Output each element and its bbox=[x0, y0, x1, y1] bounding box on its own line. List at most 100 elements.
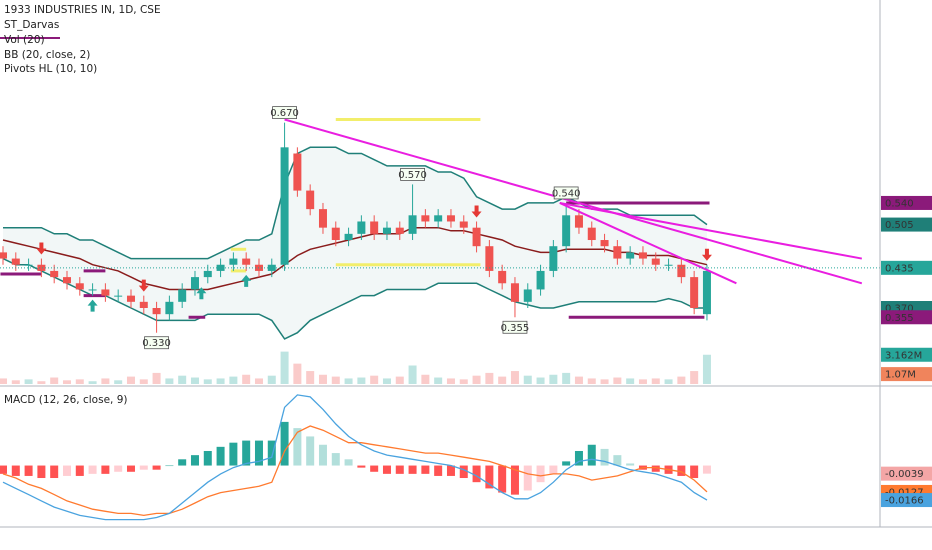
macd-histogram-bar bbox=[536, 465, 545, 483]
volume-bar bbox=[306, 371, 315, 384]
signal-arrow bbox=[138, 279, 149, 292]
macd-histogram-bar bbox=[139, 465, 148, 470]
axis-badge bbox=[881, 493, 932, 508]
candle-body bbox=[600, 240, 609, 247]
band-basis bbox=[2, 226, 708, 291]
macd-histogram-bar bbox=[626, 463, 635, 466]
macd-histogram-bar bbox=[472, 465, 481, 483]
volume-bar bbox=[638, 379, 647, 384]
candle-body bbox=[651, 258, 660, 265]
axis-badge-label: 0.540 bbox=[885, 198, 914, 209]
axis-badge-label: 0.370 bbox=[885, 304, 914, 315]
macd-histogram-bar bbox=[62, 465, 71, 476]
axis-badge-label: 3.162M bbox=[885, 350, 922, 361]
macd-histogram-bar bbox=[293, 428, 302, 466]
volume-bar bbox=[242, 374, 251, 384]
band-line bbox=[2, 257, 707, 340]
macd-histogram-bar bbox=[11, 465, 20, 476]
candle-body bbox=[88, 289, 97, 291]
volume-bar bbox=[408, 365, 417, 384]
macd-histogram-bar bbox=[408, 465, 417, 474]
macd-histogram-bar bbox=[50, 465, 59, 479]
volume-bar bbox=[37, 381, 46, 384]
candle-body bbox=[24, 264, 33, 266]
candle-body bbox=[549, 246, 558, 271]
candle-body bbox=[613, 246, 622, 259]
signal-arrow bbox=[471, 205, 482, 218]
candle-body bbox=[626, 252, 635, 259]
candle-body bbox=[690, 277, 699, 308]
candle-body bbox=[178, 289, 187, 302]
volume-bar bbox=[613, 377, 622, 384]
candle-body bbox=[267, 264, 276, 271]
axis-badge bbox=[881, 347, 932, 362]
volume-bar bbox=[523, 375, 532, 384]
volume-bar bbox=[587, 378, 596, 384]
candle-body bbox=[203, 270, 212, 278]
macd-histogram-bar bbox=[318, 444, 327, 466]
macd-histogram-bar bbox=[101, 465, 110, 474]
volume-bar bbox=[293, 363, 302, 384]
volume-bar bbox=[370, 375, 379, 384]
volume-bar bbox=[139, 379, 148, 384]
macd-histogram-bar bbox=[165, 465, 174, 467]
candle-body bbox=[408, 215, 417, 234]
volume-bar bbox=[434, 377, 443, 384]
pivot-label: 0.670 bbox=[270, 108, 299, 119]
indicator-label: BB (20, close, 2) bbox=[4, 49, 90, 61]
candle-body bbox=[11, 258, 20, 265]
main-layer: 0.670 0.570 0.540 0.330 0.355 bbox=[0, 106, 880, 521]
pivot-box bbox=[502, 320, 528, 334]
macd-line bbox=[2, 394, 708, 521]
volume-bar bbox=[485, 372, 494, 384]
volume-bar bbox=[498, 376, 507, 384]
pivot-label: 0.570 bbox=[398, 170, 427, 181]
candle-body bbox=[306, 190, 315, 210]
volume-bar bbox=[62, 380, 71, 384]
candle-body bbox=[0, 252, 7, 259]
macd-histogram-bar bbox=[0, 465, 7, 474]
volume-bar bbox=[203, 379, 212, 384]
macd-histogram-bar bbox=[702, 465, 711, 474]
volume-bar bbox=[216, 378, 225, 384]
macd-histogram-bar bbox=[126, 465, 135, 472]
macd-histogram-bar bbox=[267, 440, 276, 466]
volume-bar bbox=[536, 377, 545, 384]
volume-bar bbox=[664, 379, 673, 384]
price-axis-bg bbox=[880, 0, 932, 550]
candle-body bbox=[677, 264, 686, 278]
volume-bar bbox=[382, 378, 391, 384]
volume-bar bbox=[318, 374, 327, 384]
volume-bar bbox=[75, 379, 84, 384]
macd-title: MACD (12, 26, close, 9) bbox=[4, 394, 127, 406]
volume-bar bbox=[690, 371, 699, 384]
macd-histogram-bar bbox=[485, 465, 494, 489]
axis-badge bbox=[881, 195, 932, 210]
volume-bar bbox=[357, 377, 366, 384]
signal-line bbox=[2, 425, 708, 517]
macd-histogram-bar bbox=[549, 465, 558, 474]
macd-histogram-bar bbox=[88, 465, 97, 474]
candle-body bbox=[75, 283, 84, 290]
macd-histogram-bar bbox=[370, 465, 379, 472]
axis-badge bbox=[881, 367, 932, 382]
volume-bar bbox=[702, 354, 711, 384]
candle-body bbox=[638, 252, 647, 259]
macd-histogram-bar bbox=[280, 421, 289, 466]
volume-bar bbox=[421, 374, 430, 384]
volume-bar bbox=[280, 351, 289, 384]
volume-bar bbox=[395, 376, 404, 384]
volume-bar bbox=[562, 372, 571, 384]
candle-body bbox=[446, 215, 455, 222]
candle-body bbox=[472, 227, 481, 247]
trend-line bbox=[559, 201, 863, 260]
axis-badge bbox=[881, 466, 932, 481]
macd-histogram-bar bbox=[510, 465, 519, 495]
macd-histogram-bar bbox=[421, 465, 430, 474]
axis-badge-label: 0.355 bbox=[885, 313, 914, 324]
signal-arrow bbox=[196, 287, 207, 300]
volume-bar bbox=[600, 379, 609, 384]
candle-body bbox=[152, 308, 161, 315]
